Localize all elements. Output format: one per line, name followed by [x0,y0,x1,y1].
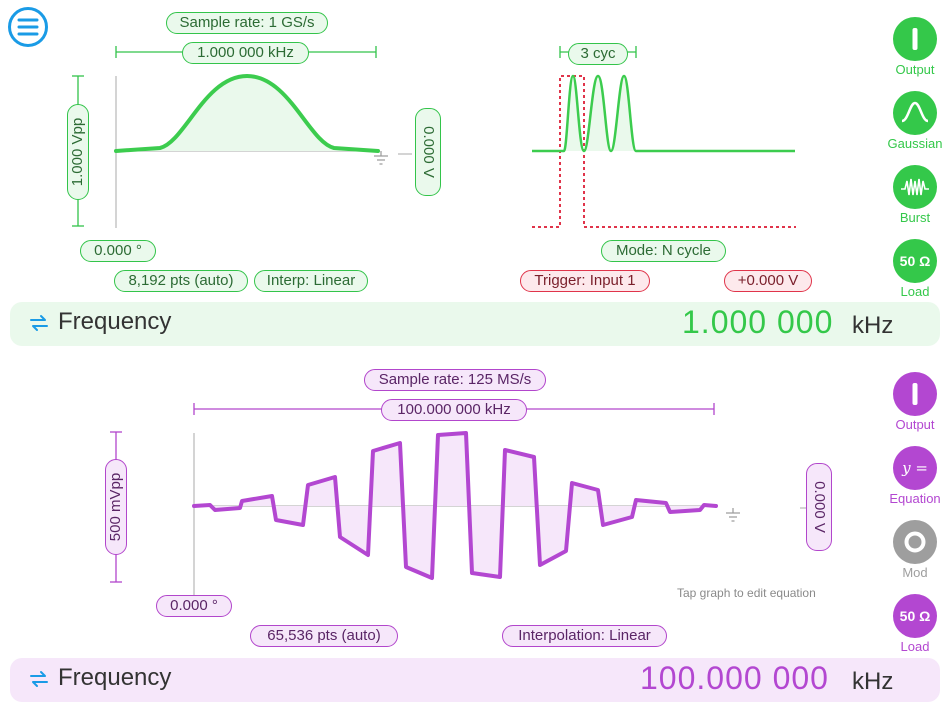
channel2-interp[interactable]: Interpolation: Linear [502,625,667,647]
burst-label: Burst [899,210,931,225]
channel2-load-label: Load [900,639,930,654]
channel2-amplitude[interactable]: 500 mVpp [105,459,127,555]
gaussian-waveform [116,76,378,151]
gaussian-label: Gaussian [887,136,943,151]
swap-arrows-icon [30,671,48,687]
channel2-frequency-label: Frequency [58,664,172,691]
channel2-phase[interactable]: 0.000 ° [156,595,232,617]
trigger-level[interactable]: +0.000 V [724,270,812,292]
channel1-phase[interactable]: 0.000 ° [80,240,156,262]
channel1-interp[interactable]: Interp: Linear [254,270,368,292]
channel1-load-label: Load [900,284,930,299]
channel2-output-label: Output [895,417,935,432]
channel1-frequency-unit: kHz [852,312,894,339]
channel1-panel: Sample rate: 1 GS/s 1.000 000 kHz 1.000 … [0,0,950,350]
channel2-output-button[interactable] [893,372,937,416]
ground-icon [374,151,388,165]
channel1-points[interactable]: 8,192 pts (auto) [114,270,248,292]
burst-button[interactable] [893,165,937,209]
equation-button[interactable]: y = [893,446,937,490]
equation-label: Equation [889,491,941,506]
hamburger-menu-icon [8,7,48,47]
trigger-source[interactable]: Trigger: Input 1 [520,270,650,292]
channel1-frequency-value[interactable]: 1.000 000 [682,304,834,340]
equation-icon: y = [902,459,928,477]
power-icon [912,383,918,405]
channel2-frequency-unit: kHz [852,668,894,695]
channel2-sample-rate[interactable]: Sample rate: 125 MS/s [364,369,546,391]
equation-waveform [192,431,718,580]
channel1-output-button[interactable] [893,17,937,61]
burst-waveform [532,74,795,153]
channel2-points[interactable]: 65,536 pts (auto) [250,625,398,647]
menu-button[interactable] [7,6,49,48]
channel1-sample-rate[interactable]: Sample rate: 1 GS/s [166,12,328,34]
channel1-load-button[interactable]: 50 Ω [893,239,937,283]
channel1-waveform-graph[interactable] [0,0,880,300]
channel2-frequency-bar[interactable]: Frequency 100.000 000 kHz [10,658,940,702]
burst-cycles[interactable]: 3 cyc [568,43,628,65]
channel1-output-label: Output [895,62,935,77]
ring-icon [904,531,926,553]
ground-icon [726,508,740,522]
swap-arrows-icon [30,315,48,331]
channel1-frequency-bar[interactable]: Frequency 1.000 000 kHz [10,302,940,346]
burst-mode[interactable]: Mode: N cycle [601,240,726,262]
channel1-frequency-label: Frequency [58,308,172,335]
channel2-frequency-pill[interactable]: 100.000 000 kHz [381,399,527,421]
channel1-frequency-pill[interactable]: 1.000 000 kHz [182,42,309,64]
channel1-offset[interactable]: 0.000 V [415,108,441,196]
mod-button[interactable] [893,520,937,564]
mod-label: Mod [902,565,928,580]
burst-icon [901,178,929,196]
channel2-panel: Sample rate: 125 MS/s 100.000 000 kHz 50… [0,355,950,712]
channel2-frequency-value[interactable]: 100.000 000 [640,660,829,696]
channel1-amplitude[interactable]: 1.000 Vpp [67,104,89,200]
channel2-load-button[interactable]: 50 Ω [893,594,937,638]
channel2-offset[interactable]: 0.000 V [806,463,832,551]
gaussian-icon [901,101,929,123]
power-icon [912,28,918,50]
edit-equation-hint: Tap graph to edit equation [677,586,816,600]
gaussian-button[interactable] [893,91,937,135]
